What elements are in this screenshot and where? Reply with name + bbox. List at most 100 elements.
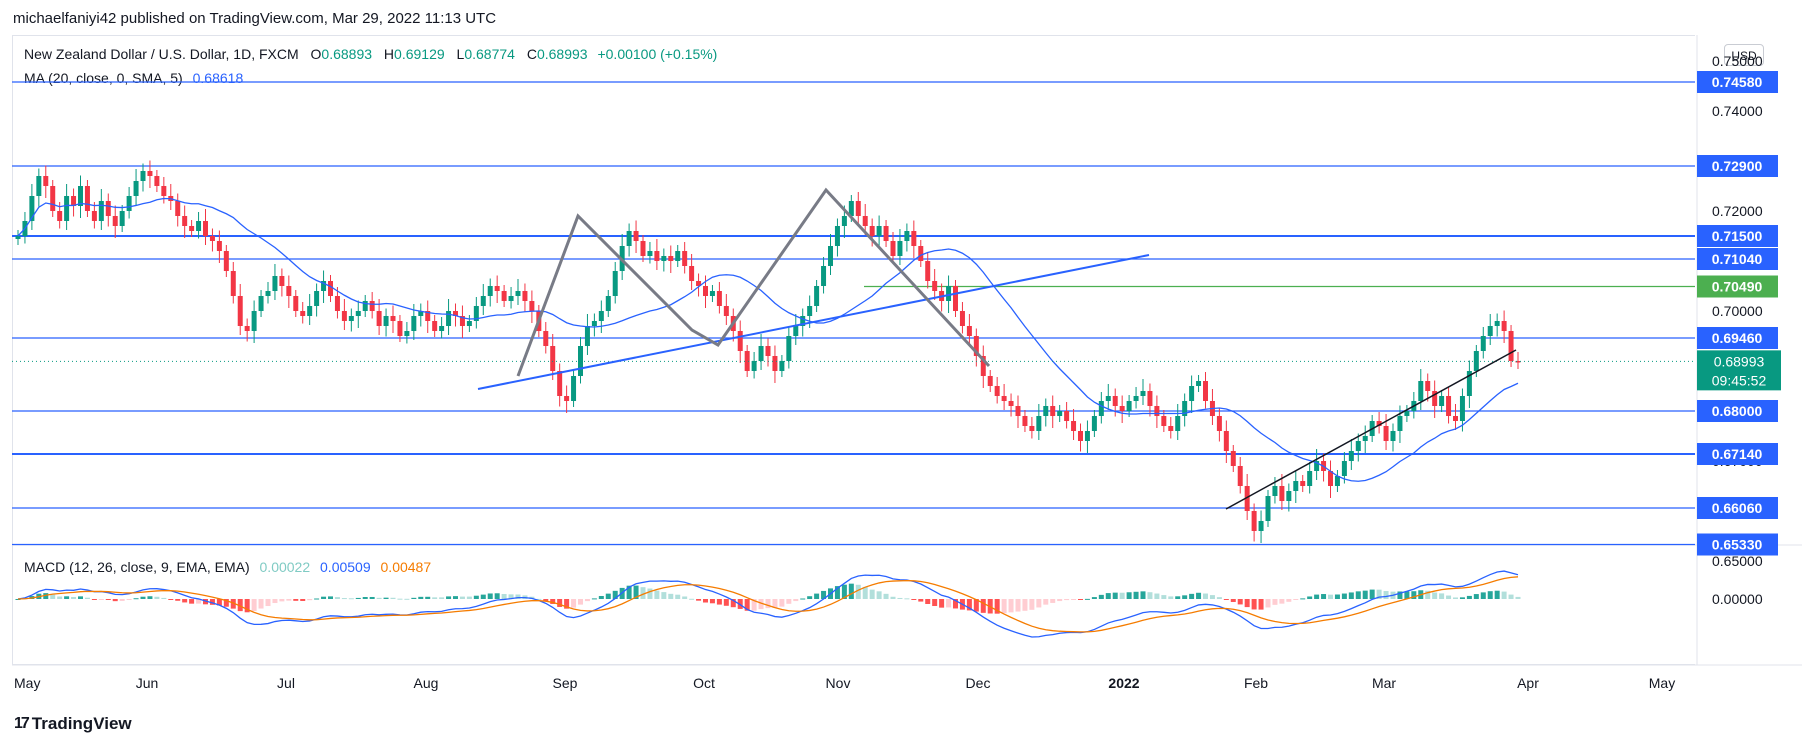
candle-body xyxy=(432,321,438,331)
macd-histogram-bar xyxy=(1251,599,1257,610)
candle-body xyxy=(1001,396,1007,401)
macd-histogram-bar xyxy=(946,599,952,608)
candle-body xyxy=(1230,451,1236,466)
macd-histogram-bar xyxy=(390,597,396,599)
macd-histogram-bar xyxy=(84,597,90,599)
candle-body xyxy=(953,286,958,311)
high-value: 0.69129 xyxy=(394,46,445,62)
candle-body xyxy=(196,221,202,231)
macd-histogram-bar xyxy=(814,593,820,599)
currency-button[interactable]: USD xyxy=(1724,44,1764,66)
candle-body xyxy=(98,201,104,221)
trendline-rising-support-2022 xyxy=(1225,349,1517,510)
macd-histogram-bar xyxy=(1008,599,1014,613)
macd-histogram-bar xyxy=(154,596,160,599)
macd-histogram-bar xyxy=(286,599,292,601)
change-value: +0.00100 (+0.15%) xyxy=(597,46,718,62)
candle-body xyxy=(883,226,889,241)
candles-group xyxy=(15,160,1521,543)
level-label-text: 0.71500 xyxy=(1712,228,1763,244)
candle-body xyxy=(369,301,375,311)
macd-histogram-bar xyxy=(1459,597,1465,599)
macd-histogram-bar xyxy=(1328,594,1333,599)
macd-histogram-bar xyxy=(112,599,118,602)
macd-histogram-bar xyxy=(918,599,924,602)
candle-body xyxy=(126,196,132,211)
macd-histogram-bar xyxy=(647,588,653,599)
macd-histogram-bar xyxy=(1487,591,1493,599)
candle-body xyxy=(459,316,465,326)
level-label-box xyxy=(1697,248,1778,270)
level-label-text: 0.69460 xyxy=(1712,330,1763,346)
level-label-text: 0.71040 xyxy=(1712,251,1763,267)
candle-body xyxy=(1071,421,1077,431)
candle-body xyxy=(1203,381,1208,401)
candle-body xyxy=(605,296,611,311)
x-axis-label: Sep xyxy=(553,675,578,691)
candle-body xyxy=(362,301,368,311)
macd-histogram-bar xyxy=(939,599,945,608)
candle-body xyxy=(869,226,875,236)
candle-body xyxy=(591,321,597,326)
macd-histogram-bar xyxy=(321,596,327,599)
level-label-text: 0.67140 xyxy=(1712,446,1763,462)
macd-histogram-bar xyxy=(418,596,424,599)
macd-histogram-bar xyxy=(355,597,361,599)
level-label-text: 0.70490 xyxy=(1712,279,1763,295)
macd-histogram-bar xyxy=(536,598,542,600)
candle-body xyxy=(1307,471,1313,486)
candle-body xyxy=(654,251,660,261)
candle-body xyxy=(216,241,222,251)
macd-histogram-bar xyxy=(43,593,49,599)
macd-histogram-bar xyxy=(765,599,771,609)
macd-histogram-bar xyxy=(758,599,764,610)
candle-body xyxy=(1501,321,1507,331)
candle-body xyxy=(1348,451,1354,461)
macd-histogram-bar xyxy=(425,596,431,599)
candle-body xyxy=(487,286,493,296)
candle-body xyxy=(626,231,632,246)
macd-histogram-bar xyxy=(543,599,549,602)
candle-body xyxy=(1300,481,1306,486)
current-price-label: 0.68993 xyxy=(1714,353,1765,369)
candle-body xyxy=(765,346,771,356)
candle-body xyxy=(897,241,903,256)
macd-histogram-bar xyxy=(1439,593,1445,599)
candle-body xyxy=(182,216,188,226)
macd-histogram-bar xyxy=(564,599,570,609)
candle-body xyxy=(314,291,320,306)
macd-histogram-bar xyxy=(1230,599,1236,602)
macd-histogram-bar xyxy=(1161,595,1167,599)
macd-histogram-bar xyxy=(841,584,847,599)
macd-histogram-bar xyxy=(404,598,410,600)
macd-histogram-bar xyxy=(209,599,215,605)
macd-histogram-bar xyxy=(314,598,320,600)
macd-histogram-bar xyxy=(966,599,972,611)
candle-body xyxy=(473,306,479,321)
macd-histogram-bar xyxy=(1453,597,1458,599)
macd-histogram-bar xyxy=(890,596,896,599)
macd-histogram-bar xyxy=(1473,594,1479,599)
macd-histogram-bar xyxy=(147,596,153,599)
macd-histogram-bar xyxy=(994,599,1000,614)
macd-histogram-bar xyxy=(1216,597,1222,599)
candle-body xyxy=(209,236,215,241)
level-label-box xyxy=(1697,275,1778,298)
macd-histogram-bar xyxy=(723,599,729,606)
candle-body xyxy=(78,186,83,206)
candle-body xyxy=(15,236,21,239)
candle-body xyxy=(425,311,431,321)
macd-histogram-bar xyxy=(1272,599,1278,605)
open-label: O xyxy=(310,46,322,62)
macd-histogram-bar xyxy=(1154,593,1160,599)
macd-histogram-bar xyxy=(779,599,785,607)
candle-body xyxy=(119,211,125,226)
macd-histogram-bar xyxy=(473,595,479,599)
macd-histogram-bar xyxy=(571,599,577,608)
macd-histogram-bar xyxy=(1432,592,1438,599)
candle-body xyxy=(154,176,160,186)
macd-histogram-bar xyxy=(557,599,563,607)
y-axis-tick-label: 0.65000 xyxy=(1712,553,1763,569)
tradingview-logo[interactable]: 17 TradingView xyxy=(14,714,132,734)
macd-histogram-bar xyxy=(216,599,222,606)
